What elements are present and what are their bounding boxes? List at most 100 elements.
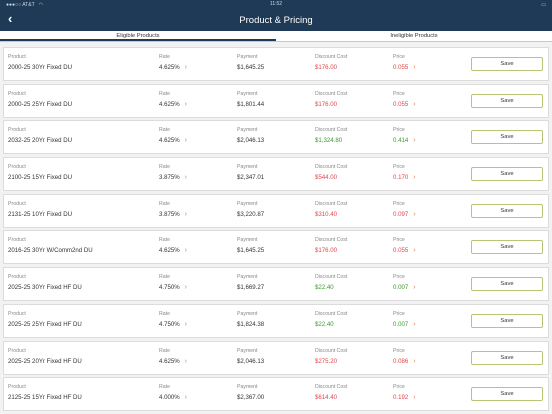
rate-cell[interactable]: Rate 4.625% ›	[159, 237, 187, 254]
save-button[interactable]: Save	[471, 387, 543, 402]
chevron-right-icon[interactable]: ›	[413, 284, 416, 292]
product-label: Product	[8, 164, 26, 171]
chevron-right-icon[interactable]: ›	[413, 137, 416, 145]
product-cell: Product 2000-25 25Yr Fixed DU	[8, 91, 72, 108]
save-button[interactable]: Save	[471, 277, 543, 292]
price-cell[interactable]: Price 0.086 ›	[393, 348, 416, 365]
chevron-right-icon[interactable]: ›	[184, 284, 188, 292]
rate-cell[interactable]: Rate 4.625% ›	[159, 127, 187, 144]
tab-eligible-products[interactable]: Eligible Products	[0, 31, 276, 41]
product-label: Product	[8, 237, 26, 244]
chevron-right-icon[interactable]: ›	[184, 394, 188, 402]
rate-value-wrap: 3.875% ›	[159, 174, 187, 181]
chevron-right-icon[interactable]: ›	[413, 357, 416, 365]
rate-cell[interactable]: Rate 3.875% ›	[159, 164, 187, 181]
chevron-right-icon[interactable]: ›	[184, 100, 188, 108]
price-cell[interactable]: Price 0.007 ›	[393, 274, 416, 291]
price-label: Price	[393, 127, 405, 134]
table-row: Product 2131-25 10Yr Fixed DU Rate 3.875…	[3, 193, 549, 228]
discount-value: $176.00	[315, 100, 338, 108]
price-label: Price	[393, 237, 405, 244]
save-button[interactable]: Save	[471, 57, 543, 71]
save-button[interactable]: Save	[471, 350, 543, 365]
payment-cell: Payment $1,824.38	[237, 311, 264, 328]
rate-cell[interactable]: Rate 4.625% ›	[159, 91, 187, 108]
price-cell[interactable]: Price 0.055 ›	[393, 237, 416, 254]
discount-label: Discount Cost	[315, 384, 348, 391]
chevron-right-icon[interactable]: ›	[184, 320, 188, 328]
rate-value: 4.750%	[159, 284, 180, 292]
price-cell[interactable]: Price 0.097 ›	[393, 201, 416, 218]
product-cell: Product 2032-25 20Yr Fixed DU	[8, 127, 72, 144]
tab-ineligible-products[interactable]: Ineligible Products	[390, 33, 438, 39]
chevron-right-icon[interactable]: ›	[413, 100, 416, 108]
price-value: 0.055	[393, 100, 409, 108]
chevron-right-icon[interactable]: ›	[184, 247, 188, 255]
payment-value: $2,046.13	[237, 357, 265, 365]
rate-cell[interactable]: Rate 4.625% ›	[159, 348, 187, 365]
chevron-right-icon[interactable]: ›	[184, 357, 188, 365]
discount-value: $22.40	[315, 284, 334, 292]
price-cell[interactable]: Price 0.192 ›	[393, 384, 416, 401]
rate-cell[interactable]: Rate 4.625% ›	[159, 54, 187, 71]
discount-label: Discount Cost	[315, 200, 348, 207]
chevron-right-icon[interactable]: ›	[413, 64, 416, 71]
chevron-right-icon[interactable]: ›	[413, 210, 416, 218]
product-label: Product	[8, 274, 26, 281]
product-label: Product	[8, 310, 26, 317]
chevron-right-icon[interactable]: ›	[184, 137, 188, 145]
chevron-right-icon[interactable]: ›	[413, 247, 416, 255]
rate-label: Rate	[159, 237, 170, 244]
rate-value-wrap: 4.625% ›	[159, 137, 187, 144]
payment-label: Payment	[237, 54, 258, 60]
save-button[interactable]: Save	[471, 93, 543, 108]
product-name: 2025-25 25Yr Fixed HF DU	[8, 320, 82, 328]
price-value: 0.414	[393, 137, 409, 145]
rate-cell[interactable]: Rate 3.875% ›	[159, 201, 187, 218]
chevron-right-icon[interactable]: ›	[413, 320, 416, 328]
save-button[interactable]: Save	[471, 203, 543, 218]
price-label: Price	[393, 384, 405, 391]
rate-value: 4.000%	[159, 394, 180, 402]
product-cell: Product 2131-25 10Yr Fixed DU	[8, 201, 72, 218]
table-row: Product 2100-25 15Yr Fixed DU Rate 3.875…	[3, 157, 549, 192]
price-label: Price	[393, 90, 405, 97]
product-label: Product	[8, 54, 26, 60]
price-cell[interactable]: Price 0.007 ›	[393, 311, 416, 328]
chevron-left-icon[interactable]: ‹	[8, 11, 13, 26]
chevron-right-icon[interactable]: ›	[413, 394, 416, 402]
payment-label: Payment	[237, 127, 258, 134]
rate-cell[interactable]: Rate 4.750% ›	[159, 274, 187, 291]
chevron-right-icon[interactable]: ›	[184, 174, 188, 182]
payment-label: Payment	[237, 384, 258, 391]
price-cell[interactable]: Price 0.414 ›	[393, 127, 416, 144]
rate-cell[interactable]: Rate 4.000% ›	[159, 384, 187, 401]
chevron-right-icon[interactable]: ›	[413, 174, 416, 182]
save-button[interactable]: Save	[471, 240, 543, 255]
price-value-wrap: 0.055 ›	[393, 101, 416, 108]
product-name: 2131-25 10Yr Fixed DU	[8, 210, 73, 218]
product-label: Product	[8, 200, 26, 207]
rate-label: Rate	[159, 274, 170, 281]
rate-value: 4.625%	[159, 137, 180, 145]
rate-value: 4.625%	[159, 247, 180, 255]
chevron-right-icon[interactable]: ›	[184, 64, 188, 71]
price-cell[interactable]: Price 0.055 ›	[393, 91, 416, 108]
discount-value: $22.40	[315, 320, 334, 328]
price-cell[interactable]: Price 0.055 ›	[393, 54, 416, 71]
product-label: Product	[8, 90, 26, 97]
rate-label: Rate	[159, 127, 170, 134]
price-value: 0.007	[393, 320, 409, 328]
chevron-right-icon[interactable]: ›	[184, 210, 188, 218]
rate-cell[interactable]: Rate 4.750% ›	[159, 311, 187, 328]
price-cell[interactable]: Price 0.170 ›	[393, 164, 416, 181]
save-button[interactable]: Save	[471, 313, 543, 328]
table-row: Product 2125-25 15Yr Fixed HF DU Rate 4.…	[3, 377, 549, 412]
table-row: Product 2000-25 30Yr Fixed DU Rate 4.625…	[3, 47, 549, 81]
payment-value: $2,367.00	[237, 394, 265, 402]
product-cell: Product 2000-25 30Yr Fixed DU	[8, 54, 72, 71]
payment-cell: Payment $1,645.25	[237, 54, 264, 71]
payment-cell: Payment $2,367.00	[237, 384, 264, 401]
save-button[interactable]: Save	[471, 167, 543, 182]
save-button[interactable]: Save	[471, 130, 543, 145]
